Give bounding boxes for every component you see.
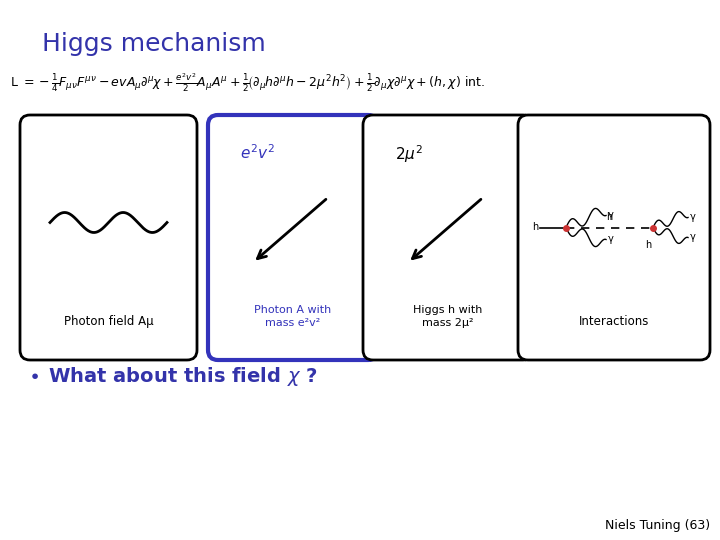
Text: $2\mu^2$: $2\mu^2$: [395, 143, 423, 165]
Text: Higgs h with
mass 2μ²: Higgs h with mass 2μ²: [413, 305, 482, 328]
Text: γ: γ: [690, 213, 696, 222]
Polygon shape: [92, 123, 124, 145]
Bar: [440, 120, 456, 123]
Bar: [100, 120, 116, 123]
Text: $e^2v^2$: $e^2v^2$: [240, 143, 275, 161]
Text: Niels Tuning (63): Niels Tuning (63): [605, 519, 710, 532]
FancyBboxPatch shape: [20, 115, 197, 360]
Polygon shape: [599, 123, 631, 145]
Text: Photon field Aμ: Photon field Aμ: [63, 315, 153, 328]
Bar: [607, 120, 623, 123]
Text: h: h: [645, 240, 651, 249]
FancyBboxPatch shape: [518, 115, 710, 360]
Polygon shape: [432, 123, 464, 145]
Text: $\bullet$: $\bullet$: [28, 365, 39, 384]
Text: γ: γ: [608, 211, 614, 220]
Polygon shape: [279, 123, 311, 145]
Text: h: h: [606, 213, 613, 222]
Text: Interactions: Interactions: [579, 315, 649, 328]
Text: Higgs mechanism: Higgs mechanism: [42, 32, 266, 56]
FancyBboxPatch shape: [208, 115, 378, 360]
Text: What about this field $\chi$ ?: What about this field $\chi$ ?: [48, 365, 318, 388]
Text: L $= -\frac{1}{4}F_{\mu\nu}F^{\mu\nu} - evA_\mu\partial^\mu\chi + \frac{e^2v^2}{: L $= -\frac{1}{4}F_{\mu\nu}F^{\mu\nu} - …: [10, 72, 485, 94]
FancyBboxPatch shape: [363, 115, 533, 360]
Bar: [287, 120, 303, 123]
Text: Photon A with
mass e²v²: Photon A with mass e²v²: [254, 305, 332, 328]
Text: γ: γ: [608, 234, 614, 245]
Text: γ: γ: [690, 233, 696, 242]
Text: h: h: [532, 222, 538, 233]
